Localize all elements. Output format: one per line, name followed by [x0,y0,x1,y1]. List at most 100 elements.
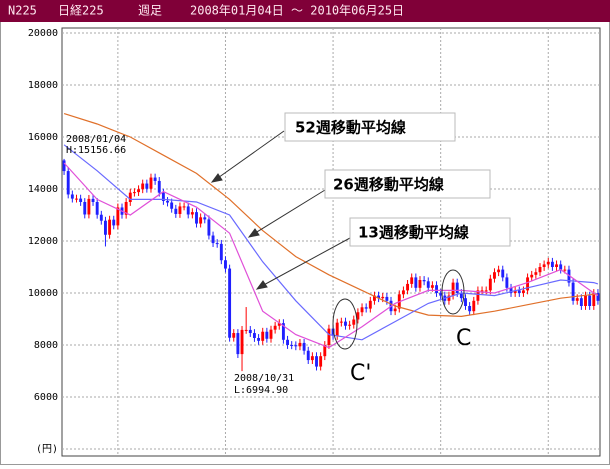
candle-body [277,323,281,326]
label-box [284,112,456,142]
candle-body [327,328,331,345]
candle-body [224,260,227,269]
candle-body [414,277,418,288]
candle-body [269,329,273,339]
candle-body [319,356,323,367]
candle-body [588,295,592,306]
candle-body [310,356,314,361]
candle-body [521,290,525,293]
candle-body [435,285,438,293]
candle-body [488,278,492,291]
candle-body [157,180,161,193]
candle-body [596,293,600,301]
candle-body [112,219,116,226]
candle-body [265,331,269,339]
candle-body [91,198,95,202]
candle-body [124,202,128,215]
candle-body [137,189,141,193]
candle-body [236,333,240,355]
candle-body [182,206,186,208]
candle-body [526,277,530,291]
plot-frame [61,27,601,457]
candle-body [534,272,538,275]
candle-body [368,300,372,309]
arrow [214,130,285,181]
header-code: N225 [8,4,37,18]
candle-body [352,319,356,325]
candle-body [95,202,99,215]
candle-body [174,208,178,214]
candle-body [373,295,376,301]
candle-body [161,192,165,201]
header-period: 週足 [138,4,162,18]
candle-body [447,295,451,301]
candle-body [555,264,558,267]
candle-body [215,243,219,245]
candle-body [393,308,397,312]
candle-body [360,307,364,313]
candle-body [422,280,426,282]
candle-body [306,350,310,361]
candle-body [546,261,550,265]
candle-body [178,206,182,214]
candle-body [459,293,463,299]
candle-body [385,296,389,301]
candle-body [439,293,443,296]
candle-body [232,333,236,338]
arrow [259,237,351,288]
candle-body [480,290,484,292]
candle-body [323,345,327,357]
candle-body [464,298,467,306]
candle-body [418,280,422,288]
y-tick-label: 14000 [28,184,58,195]
low-date: 2008/10/31 [234,373,294,384]
candle-body [571,282,575,301]
candle-body [331,328,335,336]
candle-body [584,295,587,306]
candle-body [430,285,434,288]
c-prime-label: C' [350,361,371,386]
moving-average-line [63,162,599,349]
legend-label: 13週移動平均線 [358,224,469,242]
candle-body [244,329,248,331]
candle-body [377,295,381,299]
candle-body [509,287,513,293]
high-value: H:15156.66 [66,145,126,156]
candle-body [261,331,265,341]
candle-body [530,274,534,278]
candle-body [281,323,285,340]
y-tick-label: 12000 [28,236,58,247]
label-box [349,217,511,247]
candle-body [344,321,347,326]
candle-body [290,345,294,346]
candle-body [257,337,261,341]
candle-body [203,217,207,220]
candle-body [149,177,153,189]
candle-body [302,342,306,351]
candle-body [592,293,596,306]
candle-body [294,345,298,347]
arrow-head [210,173,223,183]
label-box [324,169,491,199]
candle-body [66,171,70,195]
y-tick-label: 10000 [28,288,58,299]
candle-body [83,202,87,215]
candle-body [538,267,542,273]
candle-body [505,277,509,288]
candle-body [141,183,145,190]
candle-body [348,324,352,326]
legend-label: 26週移動平均線 [333,176,444,194]
candle-body [401,290,405,295]
candle-body [579,298,583,306]
candle-body [70,194,74,199]
arrow [251,189,326,236]
header-bar [0,0,610,22]
candle-body [286,339,289,345]
candle-body [298,342,302,347]
candle-body [406,283,410,291]
y-tick-label: 18000 [28,80,58,91]
candle-body [252,333,256,338]
candle-body [248,329,252,334]
